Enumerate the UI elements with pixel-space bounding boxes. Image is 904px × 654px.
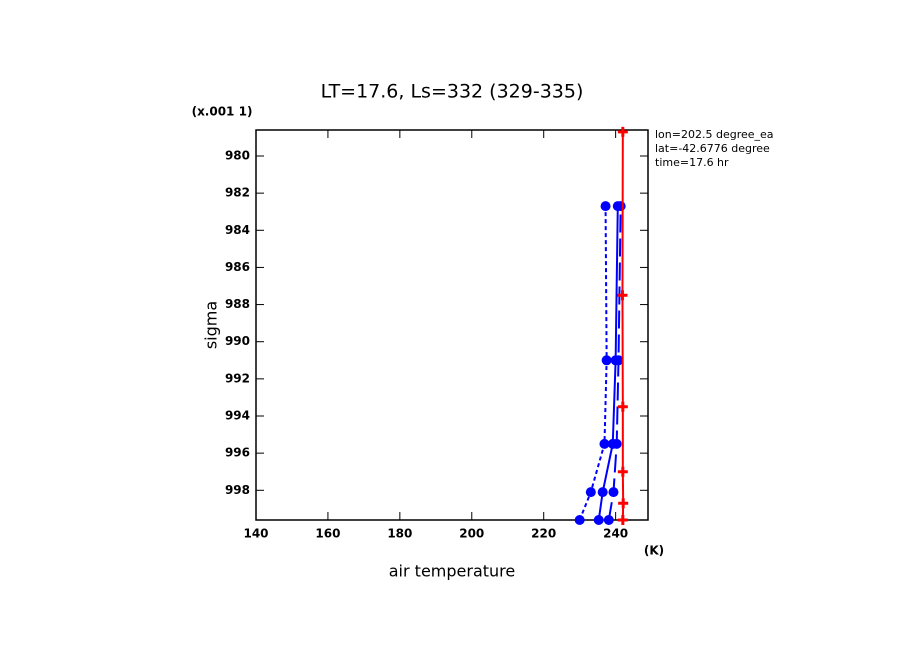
x-axis-label: air temperature [389, 562, 515, 581]
point-marker [599, 438, 610, 449]
chart-title: LT=17.6, Ls=332 (329-335) [321, 81, 584, 103]
x-tick-label: 200 [459, 527, 484, 541]
point-marker [617, 290, 628, 301]
point-marker [615, 201, 626, 212]
annotation: lat=-42.6776 degree [655, 142, 770, 155]
x-tick-label: 140 [243, 527, 268, 541]
y-tick-label: 994 [225, 409, 250, 423]
point-marker [574, 515, 585, 525]
series-line [621, 131, 625, 521]
point-marker [613, 355, 624, 366]
point-marker [593, 515, 604, 525]
point-marker [603, 515, 614, 525]
x-units-label: (K) [644, 544, 664, 558]
point-marker [585, 487, 596, 498]
y-tick-label: 996 [225, 446, 250, 460]
y-tick-label: 998 [225, 483, 250, 497]
y-axis-label: sigma [202, 301, 221, 349]
annotation: time=17.6 hr [655, 156, 729, 169]
point-marker [617, 515, 628, 525]
annotation: lon=202.5 degree_ea [655, 128, 774, 141]
point-marker [601, 355, 612, 366]
point-marker [611, 438, 622, 449]
point-marker [617, 126, 628, 137]
y-tick-label: 988 [225, 297, 250, 311]
point-marker [608, 487, 619, 498]
point-marker [600, 201, 611, 212]
x-tick-label: 220 [531, 527, 556, 541]
y-tick-label: 992 [225, 371, 250, 385]
y-tick-label: 980 [225, 149, 250, 163]
point-marker [617, 401, 628, 412]
point-marker [618, 498, 629, 509]
y-tick-label: 986 [225, 260, 250, 274]
y-scale-label: (x.001 1) [192, 105, 253, 119]
x-tick-label: 240 [603, 527, 628, 541]
y-tick-label: 990 [225, 334, 250, 348]
point-marker [617, 466, 628, 477]
y-tick-label: 982 [225, 186, 250, 200]
x-tick-label: 160 [315, 527, 340, 541]
y-tick-label: 984 [225, 223, 250, 237]
x-tick-label: 180 [387, 527, 412, 541]
plot-frame [255, 129, 649, 521]
annotations: lon=202.5 degree_ea lat=-42.6776 degree … [655, 128, 774, 169]
point-marker [597, 487, 608, 498]
